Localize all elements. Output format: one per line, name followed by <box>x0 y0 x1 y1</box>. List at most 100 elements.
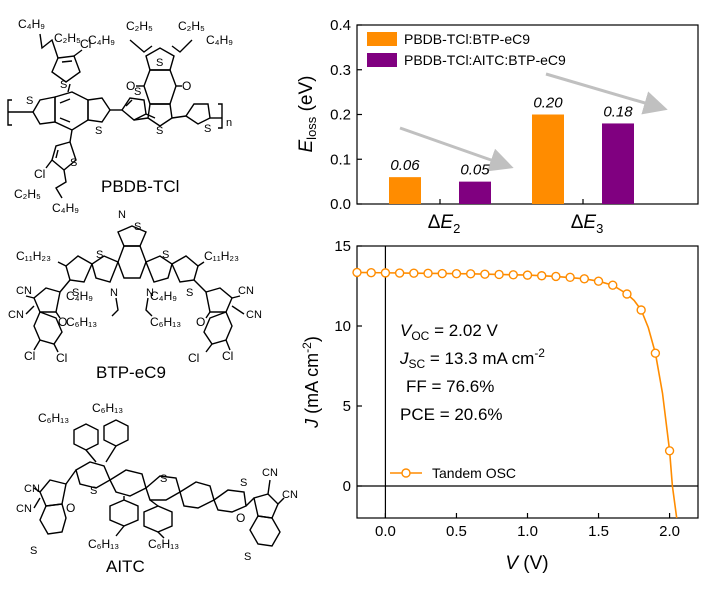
jv-annot-jsc: JSC = 13.3 mA cm-2 <box>399 346 545 371</box>
btp-ec9-structure: N S S S S S N N C₁₁H₂₃ C₁₁H₂₃ C₄H₉ C₄H₉ … <box>8 209 262 365</box>
btp-ec9-label: BTP-eC9 <box>96 363 166 382</box>
btp-sub-cl-l1: Cl <box>24 349 35 363</box>
bar-ytick-label: 0.3 <box>330 62 351 79</box>
pbdb-sub-s-bot: S <box>70 157 77 169</box>
jv-data-point <box>437 268 447 279</box>
bar-2-2 <box>602 123 634 204</box>
pbdb-sub-c2h5-bdd2: C₂H₅ <box>178 19 205 33</box>
btp-sub-o-l: O <box>58 315 67 329</box>
jv-data-point <box>593 276 604 286</box>
jv-ylabel-main: J <box>302 418 322 429</box>
btp-sub-c4h9-r: C₄H₉ <box>150 289 177 303</box>
bar-value-label: 0.05 <box>460 162 490 179</box>
jv-data-point <box>579 274 590 284</box>
pbdb-sub-c4h9-bot: C₄H₉ <box>52 201 79 215</box>
btp-sub-c6h13-r: C₆H₁₃ <box>150 315 181 329</box>
btp-sub-n-l: N <box>110 287 118 299</box>
bar-rects: 0.06 0.20 0.05 0.18 <box>389 95 634 204</box>
aitc-sub-cn-l2: CN <box>16 503 32 515</box>
jv-annot-pce-main: PCE <box>400 405 435 424</box>
jv-data-point <box>664 446 675 456</box>
jv-xlabel-unit: (V) <box>518 553 549 574</box>
jv-data-point <box>380 268 391 278</box>
jv-xlabel: V (V) <box>505 553 548 574</box>
btp-sub-s-l1: S <box>96 249 103 261</box>
pbdb-sub-s-bdd: S <box>156 57 163 69</box>
jv-data-point <box>622 289 632 299</box>
pbdb-tcl-label: PBDB-TCl <box>101 177 179 196</box>
jv-ytick-label: 5 <box>343 398 351 415</box>
jv-ylabel-sup: -2 <box>300 342 314 353</box>
jv-xlabel-main: V <box>505 553 520 574</box>
bar-ylabel: Eloss (eV) <box>296 76 319 153</box>
jv-annot-voc-sub: OC <box>411 329 429 343</box>
btp-sub-n-top: N <box>118 209 126 221</box>
aitc-sub-c6h13-t: C₆H₁₃ <box>92 401 123 415</box>
aitc-sub-s-2: S <box>160 473 167 485</box>
jv-data-point <box>366 268 376 278</box>
jv-data-point <box>522 270 533 280</box>
jv-ticks: 0.0 0.5 1.0 1.5 2.0 0 5 10 15 <box>334 238 680 540</box>
pbdb-sub-c2h5-top: C₂H₅ <box>54 31 81 45</box>
bar-1-1 <box>389 177 421 204</box>
jv-legend-label: Tandem OSC <box>432 465 516 481</box>
aitc-sub-cn-r1: CN <box>282 489 298 501</box>
aitc-sub-s-3: S <box>240 477 247 489</box>
btp-sub-n-r: N <box>146 287 154 299</box>
bar-legend-label-2: PBDB-TCl:AITC:BTP-eC9 <box>404 52 566 68</box>
jv-annot-jsc-main: J <box>399 349 409 368</box>
btp-sub-cl-r2: Cl <box>222 349 233 363</box>
btp-sub-c6h13-l: C₆H₁₃ <box>66 315 97 329</box>
jv-xtick-label: 1.0 <box>517 523 538 540</box>
aitc-label: AITC <box>106 557 145 576</box>
aitc-sub-c6h13-bl: C₆H₁₃ <box>88 537 119 551</box>
jv-series-curve <box>356 271 678 519</box>
btp-sub-cl-l2: Cl <box>56 351 67 365</box>
btp-sub-cn-l2: CN <box>8 309 24 321</box>
pbdb-sub-s-mid: S <box>134 86 141 98</box>
aitc-sub-cn-l1: CN <box>24 483 40 495</box>
btp-sub-c11h23-r: C₁₁H₂₃ <box>204 249 239 263</box>
jv-legend-marker <box>401 468 411 478</box>
btp-sub-c4h9-l: C₄H₉ <box>66 289 93 303</box>
jv-annot-jsc-sup: -2 <box>534 346 545 360</box>
jv-data-point <box>423 268 433 279</box>
bar-trend-arrows <box>399 72 668 172</box>
jv-annot-ff: FF = 76.6% <box>406 377 494 396</box>
jv-annot-pce-text: = 20.6% <box>435 405 503 424</box>
jv-annot-voc-text: = 2.02 V <box>429 321 498 340</box>
jv-data-point <box>394 268 405 278</box>
jv-ytick-label: 0 <box>343 478 351 495</box>
trend-arrow-2 <box>545 72 668 115</box>
aitc-sub-o-r: O <box>236 511 245 525</box>
jv-annot-jsc-sub: SC <box>409 357 426 371</box>
bar-ylabel-unit: (eV) <box>296 76 317 117</box>
btp-sub-s-top: S <box>134 221 141 233</box>
pbdb-sub-o2: O <box>182 79 191 93</box>
jv-data-point <box>551 271 561 282</box>
jv-ytick-label: 10 <box>334 318 351 335</box>
aitc-sub-s-1: S <box>90 485 97 497</box>
bar-value-label: 0.20 <box>533 95 563 112</box>
jv-annot-jsc-text: = 13.3 mA cm <box>425 349 534 368</box>
pbdb-sub-s-bdd2: S <box>156 125 163 137</box>
pbdb-sub-c2h5-bdd1: C₂H₅ <box>126 19 153 33</box>
jv-data-point <box>451 268 462 279</box>
bar-ytick-label: 0.1 <box>330 151 351 168</box>
jv-annot-voc: VOC = 2.02 V <box>400 321 499 343</box>
jv-series-markers <box>352 267 675 456</box>
bar-xlabels: ΔE2 ΔE3 <box>428 199 603 236</box>
jv-xtick-label: 0.0 <box>375 523 396 540</box>
jv-data-point <box>508 270 518 280</box>
bar-ylabel-main: E <box>296 140 317 153</box>
jv-xtick-label: 2.0 <box>659 523 680 540</box>
jv-ylabel-close: ) <box>302 336 322 342</box>
pbdb-sub-c4h9-top: C₄H₉ <box>18 17 45 31</box>
jv-annot-ff-main: FF <box>406 377 427 396</box>
pbdb-sub-cl-top: Cl <box>80 37 91 51</box>
pbdb-sub-cl-bot: Cl <box>34 167 45 181</box>
bar-legend-label-1: PBDB-TCl:BTP-eC9 <box>404 31 530 47</box>
bar-ytick-label: 0.0 <box>330 196 351 213</box>
